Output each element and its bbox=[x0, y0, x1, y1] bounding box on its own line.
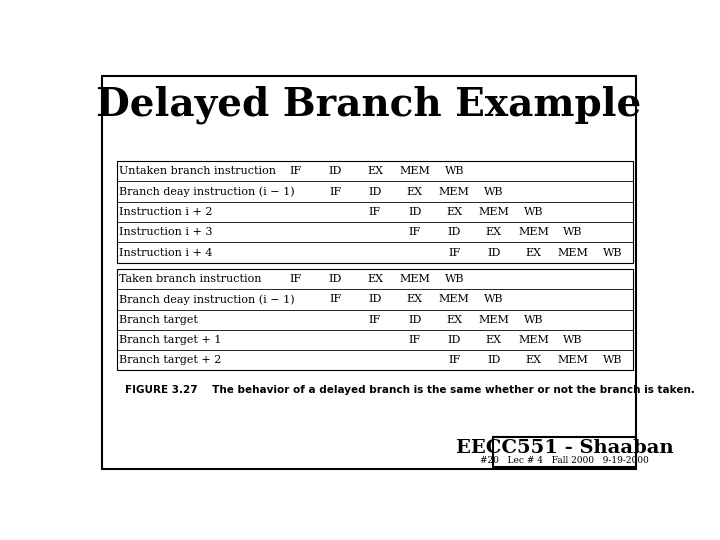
Text: EX: EX bbox=[367, 274, 383, 284]
Text: ID: ID bbox=[329, 274, 342, 284]
Text: Instruction i + 4: Instruction i + 4 bbox=[120, 247, 213, 258]
Text: WB: WB bbox=[484, 186, 503, 197]
Text: IF: IF bbox=[369, 207, 381, 217]
Bar bbox=[117, 269, 632, 370]
Text: MEM: MEM bbox=[478, 207, 509, 217]
Text: MEM: MEM bbox=[558, 247, 588, 258]
Text: Instruction i + 3: Instruction i + 3 bbox=[120, 227, 213, 237]
Text: ID: ID bbox=[448, 227, 461, 237]
Text: Delayed Branch Example: Delayed Branch Example bbox=[96, 85, 642, 124]
Text: IF: IF bbox=[289, 274, 302, 284]
Text: ID: ID bbox=[487, 247, 500, 258]
Text: EX: EX bbox=[407, 186, 423, 197]
Text: IF: IF bbox=[448, 355, 460, 366]
Text: EX: EX bbox=[446, 207, 462, 217]
Text: MEM: MEM bbox=[399, 166, 430, 176]
Text: Branch target + 1: Branch target + 1 bbox=[120, 335, 222, 345]
Text: MEM: MEM bbox=[518, 227, 549, 237]
Text: Branch de​ay instruction (i − 1): Branch de​ay instruction (i − 1) bbox=[120, 186, 295, 197]
Text: WB: WB bbox=[444, 166, 464, 176]
Text: IF: IF bbox=[448, 247, 460, 258]
Text: Instruction i + 2: Instruction i + 2 bbox=[120, 207, 213, 217]
Text: WB: WB bbox=[484, 294, 503, 305]
Text: ID: ID bbox=[369, 186, 382, 197]
Text: ID: ID bbox=[369, 294, 382, 305]
Text: IF: IF bbox=[329, 294, 341, 305]
Text: MEM: MEM bbox=[478, 315, 509, 325]
Text: ID: ID bbox=[408, 207, 421, 217]
Text: FIGURE 3.27    The behavior of a delayed branch is the same whether or not the b: FIGURE 3.27 The behavior of a delayed br… bbox=[125, 384, 695, 395]
Text: EX: EX bbox=[367, 166, 383, 176]
Text: EX: EX bbox=[526, 355, 541, 366]
Text: MEM: MEM bbox=[518, 335, 549, 345]
Text: IF: IF bbox=[329, 186, 341, 197]
Text: WB: WB bbox=[563, 335, 582, 345]
Text: MEM: MEM bbox=[438, 294, 469, 305]
Text: IF: IF bbox=[408, 335, 420, 345]
Text: EX: EX bbox=[486, 335, 502, 345]
Text: MEM: MEM bbox=[558, 355, 588, 366]
Text: ID: ID bbox=[408, 315, 421, 325]
Text: ID: ID bbox=[448, 335, 461, 345]
Text: EX: EX bbox=[407, 294, 423, 305]
Text: MEM: MEM bbox=[399, 274, 430, 284]
Text: Branch target + 2: Branch target + 2 bbox=[120, 355, 222, 366]
Text: MEM: MEM bbox=[438, 186, 469, 197]
Text: #20   Lec # 4   Fall 2000   9-19-2000: #20 Lec # 4 Fall 2000 9-19-2000 bbox=[480, 456, 649, 465]
Text: WB: WB bbox=[563, 227, 582, 237]
Text: EX: EX bbox=[446, 315, 462, 325]
Text: EX: EX bbox=[526, 247, 541, 258]
Text: WB: WB bbox=[523, 207, 543, 217]
Text: IF: IF bbox=[369, 315, 381, 325]
Text: Taken branch instruction: Taken branch instruction bbox=[120, 274, 262, 284]
Text: Untaken branch instruction: Untaken branch instruction bbox=[120, 166, 276, 176]
Text: ID: ID bbox=[487, 355, 500, 366]
Text: Branch target: Branch target bbox=[120, 315, 198, 325]
Text: IF: IF bbox=[289, 166, 302, 176]
Text: EX: EX bbox=[486, 227, 502, 237]
Text: WB: WB bbox=[603, 355, 623, 366]
Text: EECC551 - Shaaban: EECC551 - Shaaban bbox=[456, 438, 673, 457]
Text: IF: IF bbox=[408, 227, 420, 237]
Text: Branch de​ay instruction (i − 1): Branch de​ay instruction (i − 1) bbox=[120, 294, 295, 305]
Bar bbox=[493, 437, 636, 467]
Bar bbox=[117, 161, 632, 262]
Text: WB: WB bbox=[523, 315, 543, 325]
Text: WB: WB bbox=[444, 274, 464, 284]
Text: WB: WB bbox=[603, 247, 623, 258]
Text: ID: ID bbox=[329, 166, 342, 176]
